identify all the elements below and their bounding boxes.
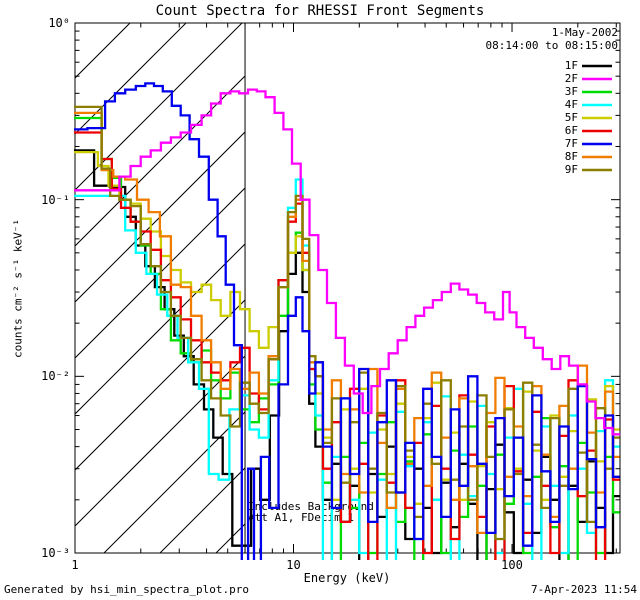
y-tick-label: 10⁰ — [48, 16, 70, 30]
legend-label-7F: 7F — [564, 137, 578, 150]
legend-label-9F: 9F — [564, 163, 578, 176]
legend-label-1F: 1F — [564, 59, 578, 72]
spectra-curves — [74, 82, 621, 560]
y-tick-label: 10⁻¹ — [41, 192, 70, 207]
y-tick-label: 10⁻² — [41, 369, 70, 384]
spectrum-curve-8F — [74, 111, 620, 535]
x-tick-label: 1 — [71, 558, 79, 572]
y-axis-label: counts cm⁻² s⁻¹ keV⁻¹ — [11, 218, 25, 359]
footer-generated-by: Generated by hsi_min_spectra_plot.pro — [4, 583, 250, 596]
hatch-region — [75, 23, 246, 553]
legend-label-3F: 3F — [564, 85, 578, 98]
legend-label-5F: 5F — [564, 111, 578, 124]
y-tick-label: 10⁻³ — [41, 546, 70, 560]
time-range-label: 08:14:00 to 08:15:00 — [485, 39, 618, 52]
legend-label-4F: 4F — [564, 98, 578, 111]
spectrum-curve-4F — [74, 178, 620, 560]
date-label: 1-May-2002 — [551, 26, 618, 39]
spectrum-curve-2F — [74, 88, 621, 436]
x-axis-label: Energy (keV) — [303, 571, 391, 585]
x-tick-label: 100 — [501, 558, 523, 572]
legend-label-6F: 6F — [564, 124, 578, 137]
footer-timestamp: 7-Apr-2023 11:54 — [531, 583, 637, 596]
x-tick-label: 10 — [286, 558, 301, 572]
legend-label-8F: 8F — [564, 150, 578, 163]
spectrum-curve-7F — [74, 82, 620, 560]
axes-frame — [74, 22, 621, 554]
legend-label-2F: 2F — [564, 72, 578, 85]
plot-title: Count Spectra for RHESSI Front Segments — [155, 3, 485, 19]
legend-color-lines — [582, 64, 612, 172]
annotation-attenuator-state: Att A1, FDecim 1 — [248, 511, 354, 524]
